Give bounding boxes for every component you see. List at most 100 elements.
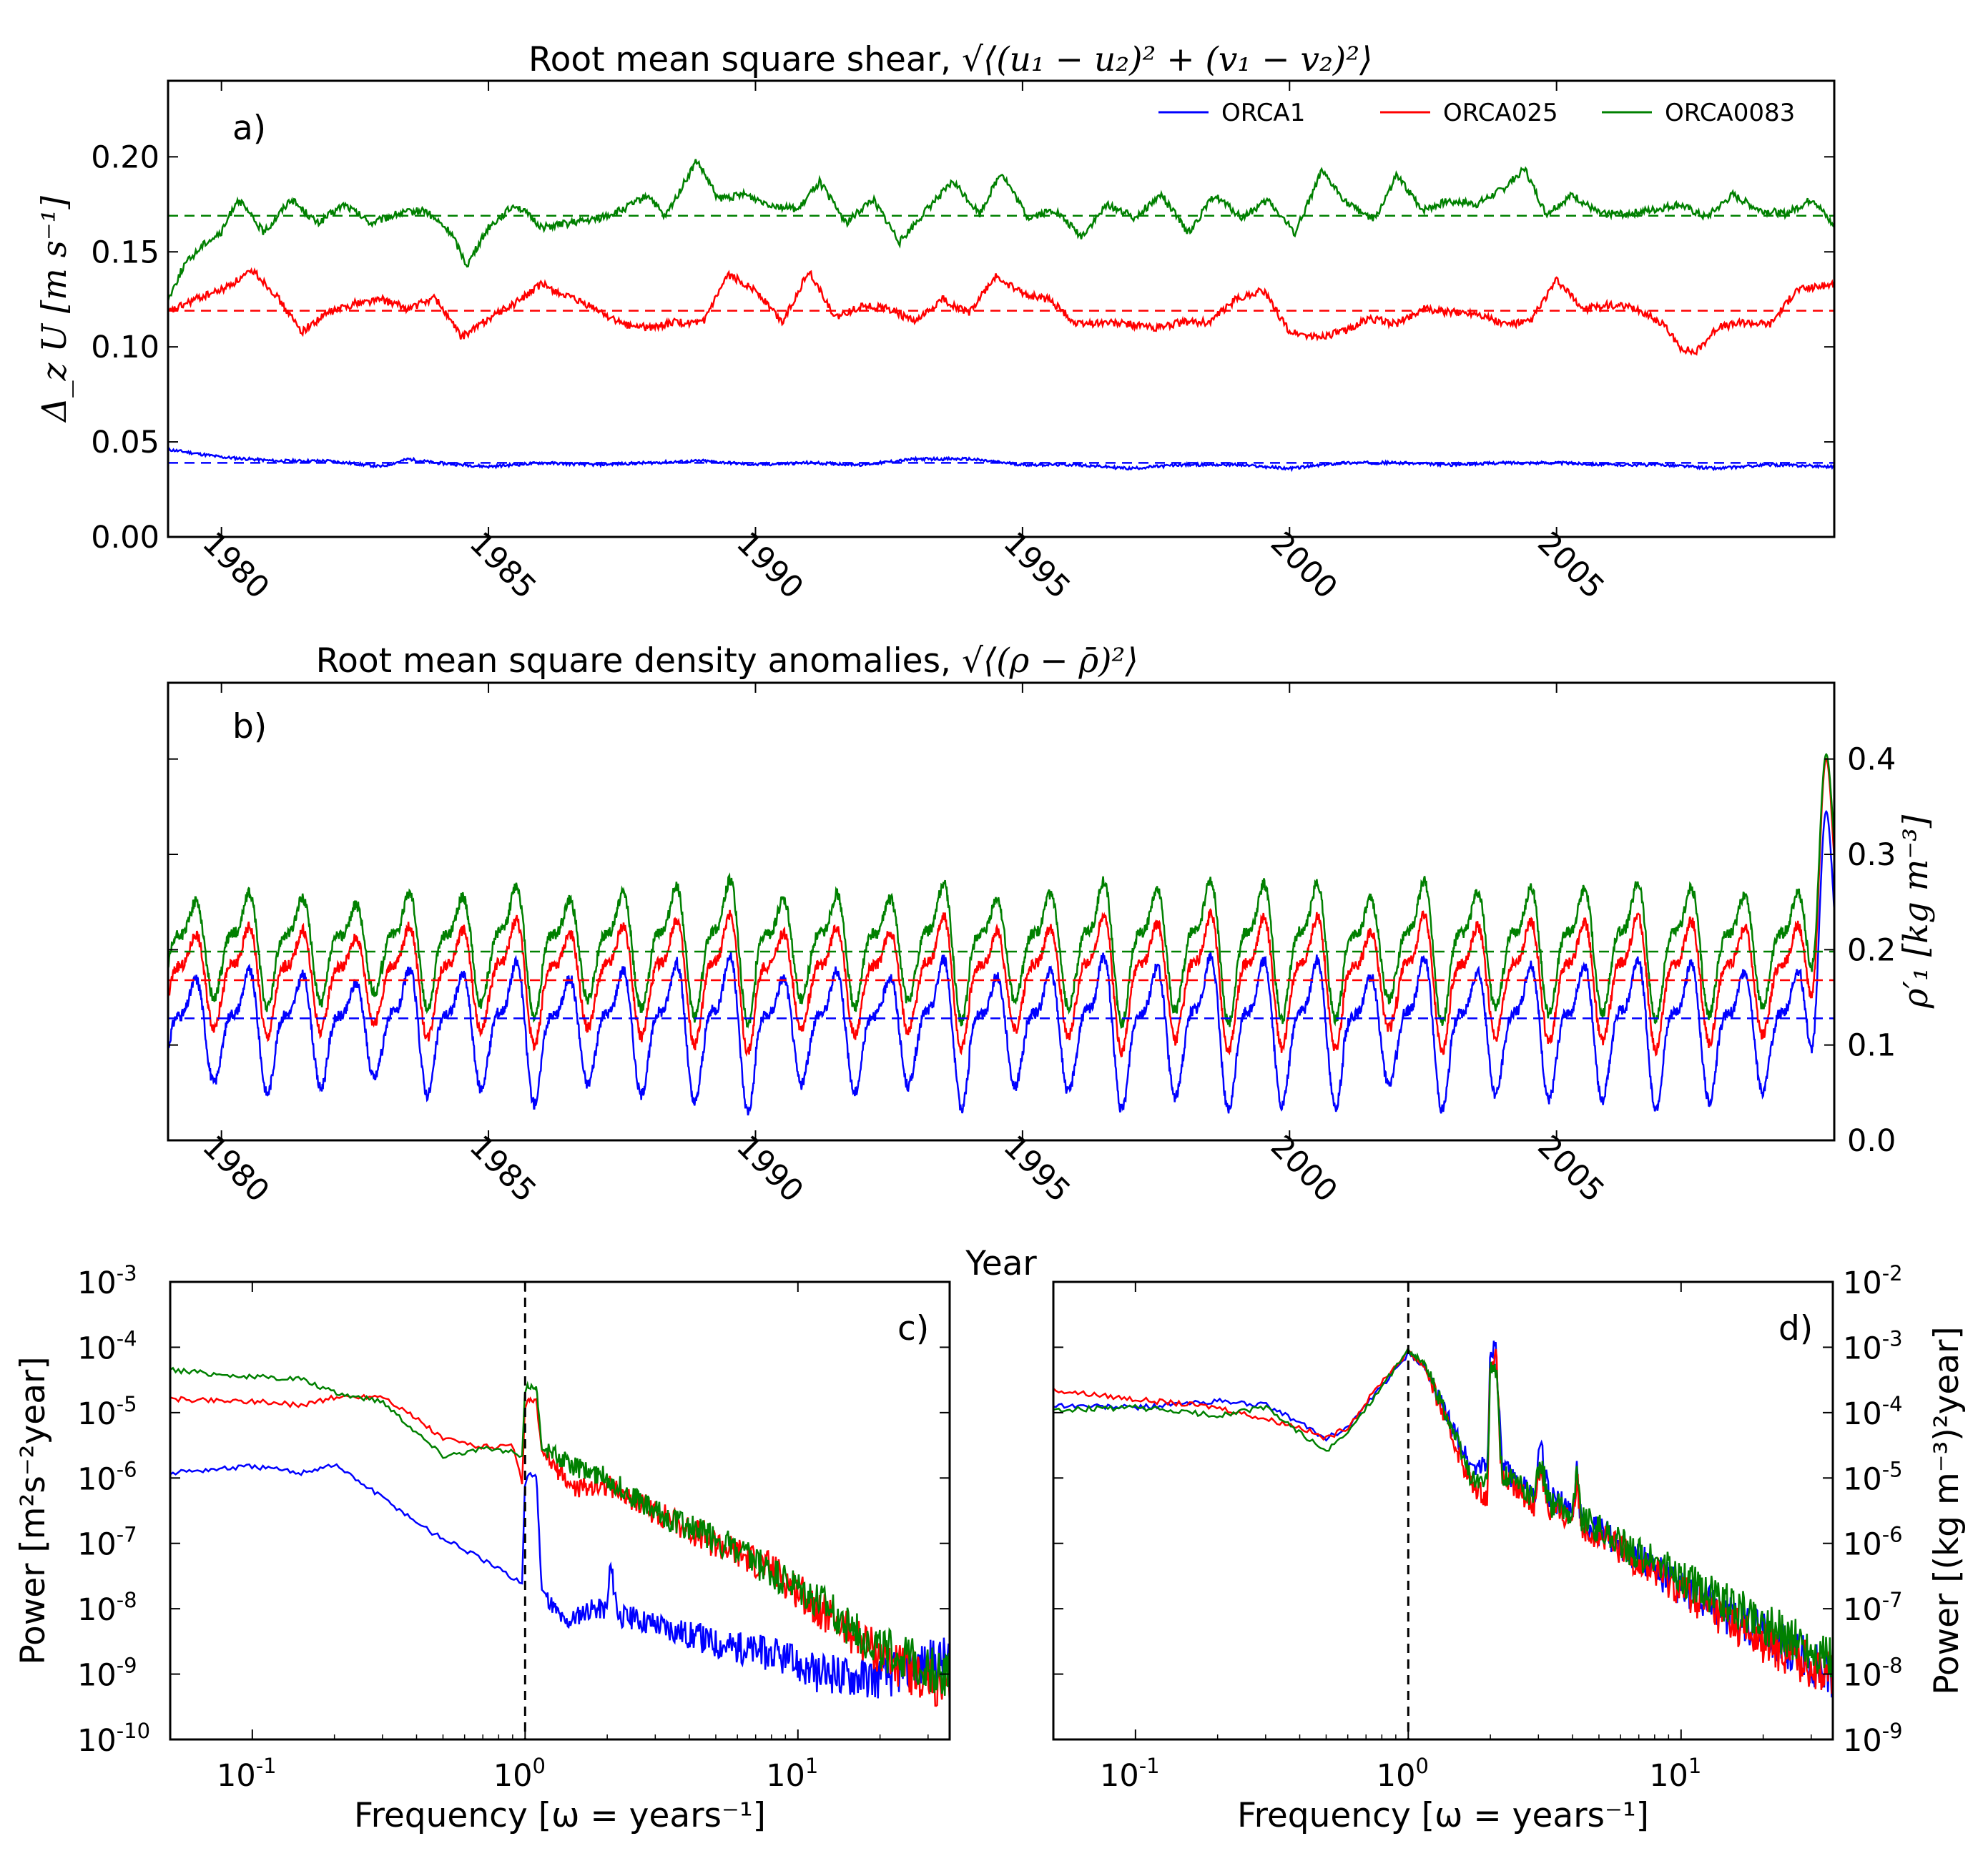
series-line-orca025 [168,267,1834,356]
panel-c-ylabel: Power [m²s⁻²year] [14,1356,53,1664]
x-tick-label: 10-1 [217,1754,277,1794]
panel-a-frame [167,79,1836,538]
y-tick-base: 10 [1843,1396,1882,1432]
panel-a-title-math: √⟨(u₁ − u₂)² + (v₁ − v₂)²⟩ [962,40,1372,79]
y-tick-exponent: -8 [1882,1654,1903,1678]
panel-c-xlabel: Frequency [ω = years⁻¹] [354,1796,766,1835]
x-tick-exponent: 0 [1415,1754,1428,1778]
y-tick-label: 0.20 [91,139,159,175]
x-axis-label-year: Year [965,1244,1037,1283]
y-tick-label: 10-4 [77,1326,137,1366]
x-tick-base: 10 [1649,1758,1688,1794]
panel-d-xlabel: Frequency [ω = years⁻¹] [1237,1796,1649,1835]
legend-label-orca1: ORCA1 [1221,99,1305,127]
panel-a: Root mean square shear, √⟨(u₁ − u₂)² + (… [35,40,1836,606]
x-tick-base: 10 [766,1758,805,1794]
legend: ORCA1 ORCA025 ORCA0083 [1158,99,1795,127]
y-tick-base: 10 [1843,1592,1882,1628]
y-tick-base: 10 [1843,1658,1882,1694]
y-tick-label: 10-3 [1843,1326,1903,1366]
panel-a-label: a) [232,109,266,148]
x-tick-base: 10 [1100,1758,1139,1794]
y-tick-label: 10-9 [1843,1719,1903,1759]
series-line-orca1 [168,809,1834,1116]
y-tick-label: 0.10 [91,330,159,365]
panel-d: 10-1 100 101 10-910-810-710-610-510-410-31… [1052,1261,1967,1835]
y-tick-label: 10-7 [77,1523,137,1563]
x-tick-exponent: 1 [805,1754,818,1778]
panel-c-label: c) [897,1309,929,1348]
y-tick-base: 10 [77,1396,117,1432]
y-tick-label: 10-8 [77,1588,137,1628]
y-tick-label: 10-2 [1843,1261,1903,1301]
y-tick-base: 10 [1843,1527,1882,1563]
x-tick-label: 10-1 [1100,1754,1160,1794]
x-tick-base: 10 [493,1758,533,1794]
y-tick-label: 10-4 [1843,1392,1903,1432]
y-tick-exponent: -3 [1882,1326,1903,1351]
y-tick-label: 0.0 [1847,1123,1896,1159]
spectrum-line-orca1 [1053,1341,1833,1698]
panel-b-ylabel: ρ′₁ [kg m⁻³] [1896,814,1936,1009]
y-tick-exponent: -9 [117,1654,137,1678]
y-tick-label: 10-10 [77,1719,150,1759]
panel-a-title: Root mean square shear, [528,40,951,79]
y-tick-base: 10 [77,1658,117,1694]
y-tick-exponent: -4 [1882,1392,1903,1416]
series-line-orca025 [168,757,1834,1058]
x-tick-base: 10 [1377,1758,1416,1794]
y-tick-base: 10 [77,1723,117,1759]
y-tick-exponent: -5 [117,1392,137,1416]
y-tick-exponent: -7 [1882,1588,1903,1612]
y-tick-base: 10 [1843,1265,1882,1301]
y-tick-exponent: -4 [117,1326,137,1351]
y-tick-exponent: -5 [1882,1457,1903,1481]
panel-b-title-math: √⟨(ρ − ρ̄)²⟩ [962,641,1138,681]
y-tick-label: 0.2 [1847,932,1896,968]
x-tick-label: 100 [1377,1754,1429,1794]
y-tick-exponent: -8 [117,1588,137,1612]
panel-d-frame [1052,1280,1834,1741]
legend-label-orca025: ORCA025 [1443,99,1558,127]
x-tick-label: 101 [1649,1754,1701,1794]
y-tick-exponent: -2 [1882,1261,1903,1285]
y-tick-base: 10 [1843,1723,1882,1759]
y-tick-label: 10-6 [1843,1523,1903,1563]
y-tick-exponent: -6 [117,1457,137,1481]
y-tick-label: 10-9 [77,1654,137,1694]
x-tick-exponent: -1 [1139,1754,1160,1778]
y-tick-exponent: -7 [117,1523,137,1547]
y-tick-exponent: -9 [1882,1719,1903,1743]
series-line-orca0083 [168,752,1834,1029]
panel-b-frame [167,681,1836,1142]
y-tick-base: 10 [77,1592,117,1628]
y-tick-exponent: -3 [117,1261,137,1285]
panel-a-ylabel: Δ_z U [m s⁻¹] [35,196,74,423]
spectrum-line-orca0083 [170,1366,950,1697]
spectrum-line-orca0083 [1053,1346,1833,1678]
y-tick-label: 10-5 [77,1392,137,1432]
y-tick-label: 10-5 [1843,1457,1903,1497]
panel-b: Root mean square density anomalies, √⟨(ρ… [167,641,1936,1209]
spectrum-line-orca1 [170,1463,950,1699]
y-tick-label: 10-7 [1843,1588,1903,1628]
y-tick-exponent: -6 [1882,1523,1903,1547]
panel-c: 10-1 100 101 10-1010-910-810-710-610-510-4… [14,1261,951,1835]
y-tick-base: 10 [77,1265,117,1301]
y-tick-label: 0.4 [1847,742,1896,778]
x-tick-label: 100 [493,1754,546,1794]
y-tick-base: 10 [77,1527,117,1563]
y-tick-base: 10 [77,1331,117,1366]
panel-d-ylabel: Power [(kg m⁻³)²year] [1927,1326,1967,1695]
y-tick-base: 10 [1843,1461,1882,1497]
y-tick-label: 10-6 [77,1457,137,1497]
y-tick-label: 0.15 [91,235,159,270]
y-tick-label: 0.3 [1847,837,1896,873]
series-line-orca0083 [168,159,1834,302]
x-tick-base: 10 [217,1758,256,1794]
series-line-orca1 [168,447,1834,473]
y-tick-label: 0.05 [91,425,159,460]
x-tick-label: 101 [766,1754,818,1794]
panel-d-label: d) [1778,1309,1813,1348]
